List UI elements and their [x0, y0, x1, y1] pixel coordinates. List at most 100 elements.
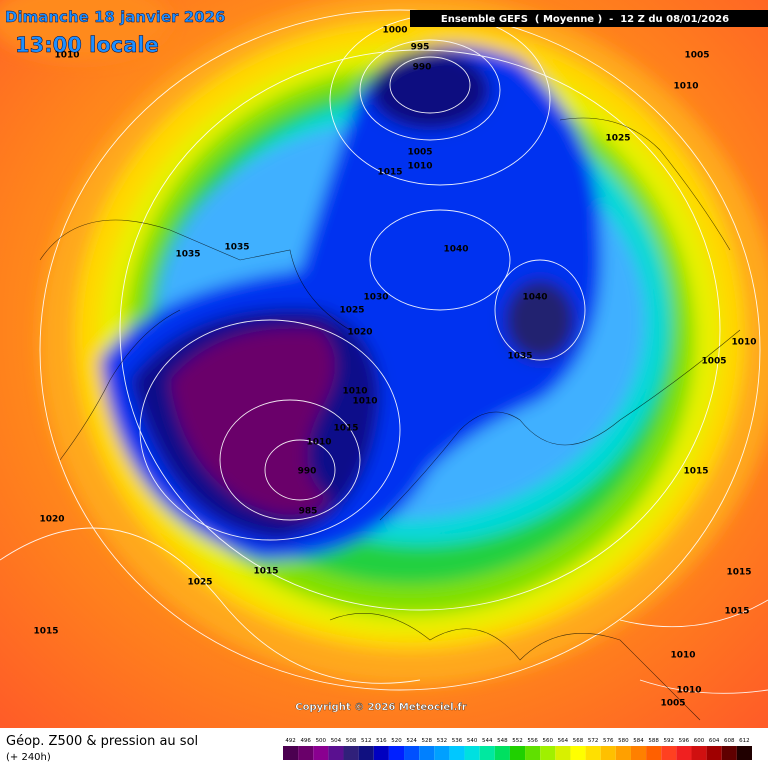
colorbar-swatch: [570, 746, 586, 760]
colorbar-label: 528: [421, 738, 432, 744]
colorbar-label: 572: [588, 738, 599, 744]
isobar-label: 1010: [352, 397, 377, 407]
date-label: Dimanche 18 janvier 2026: [5, 8, 226, 26]
colorbar-swatch: [691, 746, 707, 760]
colorbar: 492 496 500 504 508 512 516 520 524 528 532 536 540 5…: [283, 738, 752, 760]
isobar-label: 1005: [660, 699, 685, 709]
colorbar-label: 540: [467, 738, 478, 744]
colorbar-label: 568: [573, 738, 584, 744]
colorbar-label: 564: [558, 738, 569, 744]
isobar-label: 1015: [333, 424, 358, 434]
isobar-label: 1015: [253, 567, 278, 577]
colorbar-swatch: [298, 746, 314, 760]
colorbar-label: 496: [300, 738, 311, 744]
isobar-labels: 1010100099599010051010100510101015102510…: [33, 26, 756, 709]
colorbar-label: 512: [361, 738, 372, 744]
isobar-label: 1040: [443, 245, 468, 255]
isobar-label: 1020: [347, 328, 372, 338]
time-label: 13:00 locale: [15, 33, 159, 57]
colorbar-label: 508: [346, 738, 357, 744]
field: [0, 0, 768, 728]
isobar-label: 995: [411, 43, 430, 53]
colorbar-label: 544: [482, 738, 493, 744]
colorbar-label: 580: [618, 738, 629, 744]
isobar-label: 1005: [407, 148, 432, 158]
isobar-label: 1015: [724, 607, 749, 617]
isobar-label: 1010: [407, 162, 432, 172]
isobar-label: 1010: [670, 651, 695, 661]
isobar-label: 1010: [676, 686, 701, 696]
isobar-label: 1010: [731, 338, 756, 348]
colorbar-label: 536: [452, 738, 463, 744]
colorbar-swatch: [404, 746, 420, 760]
model-label: Ensemble GEFS ( Moyenne ) - 12 Z du 08/0…: [441, 14, 729, 25]
footer-title: Géop. Z500 & pression au sol: [6, 734, 198, 749]
isobar-label: 1005: [701, 357, 726, 367]
footer-lead: (+ 240h): [6, 752, 51, 763]
colorbar-swatch: [373, 746, 389, 760]
isobar-label: 1015: [377, 168, 402, 178]
colorbar-swatch: [736, 746, 752, 760]
colorbar-swatch: [525, 746, 541, 760]
colorbar-label: 560: [543, 738, 554, 744]
colorbar-label: 524: [406, 738, 417, 744]
isobar-label: 1035: [507, 352, 532, 362]
colorbar-label: 576: [603, 738, 614, 744]
colorbar-label: 608: [724, 738, 735, 744]
colorbar-label: 588: [648, 738, 659, 744]
colorbar-swatch: [661, 746, 677, 760]
colorbar-swatch: [721, 746, 737, 760]
colorbar-label: 600: [694, 738, 705, 744]
colorbar-swatch: [706, 746, 722, 760]
isobar-label: 1025: [605, 134, 630, 144]
colorbar-label: 556: [527, 738, 538, 744]
colorbar-label: 604: [709, 738, 720, 744]
isobar-label: 1005: [684, 51, 709, 61]
colorbar-swatch: [509, 746, 526, 760]
isobar-label: 1025: [187, 578, 212, 588]
isobar-label: 1010: [54, 51, 79, 61]
colorbar-label: 520: [391, 738, 402, 744]
colorbar-label: 532: [437, 738, 448, 744]
isobar-label: 1035: [175, 250, 200, 260]
colorbar-label: 548: [497, 738, 508, 744]
isobar-label: 1010: [342, 387, 367, 397]
isobar-label: 990: [413, 63, 432, 73]
isobar-label: 1040: [522, 293, 547, 303]
colorbar-swatch: [540, 746, 556, 760]
colorbar-swatch: [494, 746, 510, 760]
colorbar-swatch: [449, 746, 465, 760]
colorbar-swatch: [313, 746, 329, 760]
colorbar-swatch: [343, 746, 359, 760]
colorbar-label: 516: [376, 738, 387, 744]
colorbar-label: 592: [664, 738, 675, 744]
copyright: Copyright © 2026 Meteociel.fr: [295, 702, 466, 713]
colorbar-label: 596: [679, 738, 690, 744]
colorbar-swatch: [388, 746, 405, 760]
colorbar-swatch: [600, 746, 616, 760]
colorbar-swatch: [479, 746, 495, 760]
colorbar-label: 492: [285, 738, 296, 744]
isobar-label: 1015: [33, 627, 58, 637]
isobar-label: 1030: [363, 293, 388, 303]
colorbar-swatch: [676, 746, 692, 760]
colorbar-swatch: [419, 746, 435, 760]
colorbar-label: 584: [633, 738, 644, 744]
colorbar-swatch: [585, 746, 601, 760]
isobar-label: 1025: [339, 306, 364, 316]
model-box: [410, 10, 768, 27]
colorbar-label: 500: [316, 738, 327, 744]
colorbar-swatch: [615, 746, 631, 760]
colorbar-swatch: [434, 746, 450, 760]
colorbar-swatch: [283, 746, 299, 760]
isobar-label: 1015: [726, 568, 751, 578]
colorbar-swatch: [358, 746, 374, 760]
colorbar-swatch: [464, 746, 480, 760]
colorbar-label: 552: [512, 738, 523, 744]
isobar-label: 1035: [224, 243, 249, 253]
colorbar-label: 504: [331, 738, 342, 744]
isobar-label: 985: [299, 507, 318, 517]
isobar-label: 1015: [683, 467, 708, 477]
